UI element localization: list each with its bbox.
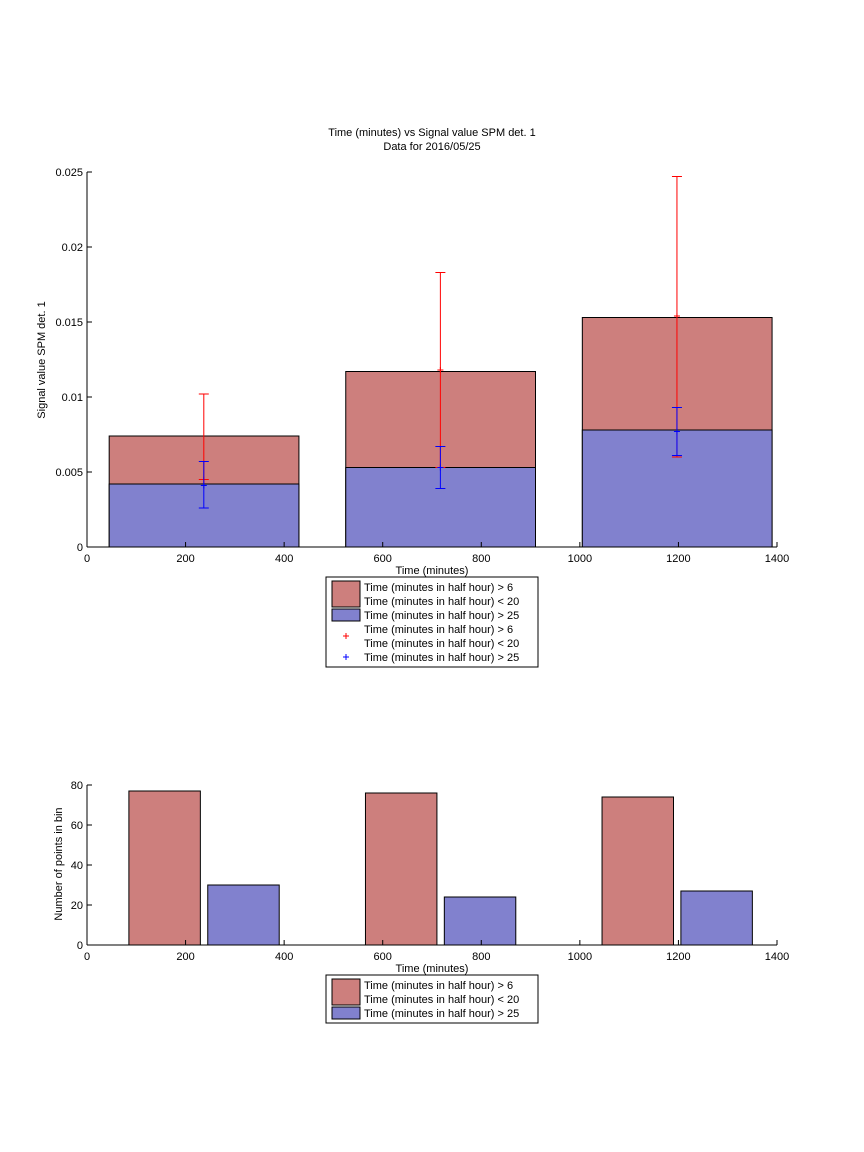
- count-y-tick-label: 20: [71, 900, 83, 912]
- signal-legend: Time (minutes in half hour) > 6 Time (min…: [325, 576, 539, 668]
- count-legend: Time (minutes in half hour) > 6 Time (min…: [325, 974, 539, 1024]
- legend-swatch: [331, 978, 361, 1006]
- count-y-tick-label: 0: [77, 940, 83, 952]
- signal-x-tick-label: 0: [84, 553, 90, 565]
- chart-title: Time (minutes) vs Signal value SPM det. …: [328, 127, 535, 139]
- signal-x-axis-label: Time (minutes): [396, 565, 469, 577]
- signal-x-tick-label: 400: [275, 553, 293, 565]
- chart-subtitle: Data for 2016/05/25: [383, 141, 480, 153]
- signal-y-axis-label: Signal value SPM det. 1: [36, 301, 48, 418]
- legend-swatch: [331, 580, 361, 608]
- count-bar-blue: [680, 890, 753, 946]
- signal-y-tick-label: 0.02: [62, 242, 83, 254]
- count-x-tick-label: 1200: [666, 951, 690, 963]
- signal-x-tick-label: 1200: [666, 553, 690, 565]
- signal-x-tick-label: 800: [472, 553, 490, 565]
- count-bar-blue: [207, 884, 280, 946]
- legend-label: Time (minutes in half hour) > 6: [364, 980, 513, 992]
- signal-errorbars: [198, 176, 682, 509]
- legend-box: [325, 576, 539, 668]
- signal-x-tick-label: 200: [176, 553, 194, 565]
- count-bar-red: [128, 790, 201, 946]
- count-y-tick-label: 60: [71, 820, 83, 832]
- legend-label: Time (minutes in half hour) > 6: [364, 624, 513, 636]
- count-x-tick-label: 0: [84, 951, 90, 963]
- legend-swatch: [331, 608, 361, 622]
- count-x-axis-label: Time (minutes): [396, 963, 469, 975]
- count-x-tick-label: 600: [374, 951, 392, 963]
- legend-label: Time (minutes in half hour) < 20: [364, 638, 519, 650]
- legend-label: Time (minutes in half hour) > 25: [364, 610, 519, 622]
- count-bar-red: [364, 792, 438, 946]
- legend-label: Time (minutes in half hour) < 20: [364, 994, 519, 1006]
- count-x-tick-label: 200: [176, 951, 194, 963]
- legend-swatch: [331, 1006, 361, 1020]
- signal-x-tick-label: 1400: [765, 553, 789, 565]
- legend-label: Time (minutes in half hour) > 25: [364, 1008, 519, 1020]
- signal-y-tick-label: 0.015: [55, 317, 83, 329]
- count-y-axis-label: Number of points in bin: [53, 807, 65, 920]
- count-plot-area: 0 200 400 600 800 1000 1200 1400 0 20 40 60 80: [71, 780, 789, 963]
- count-bars: [128, 790, 753, 946]
- count-chart: 0 200 400 600 800 1000 1200 1400 0 20 40 60 80 Time …: [53, 780, 789, 1024]
- count-bar-blue: [443, 896, 517, 946]
- count-y-tick-label: 80: [71, 780, 83, 792]
- signal-chart: Time (minutes) vs Signal value SPM det. …: [36, 127, 789, 668]
- count-x-tick-label: 1000: [568, 951, 592, 963]
- signal-y-tick-label: 0.01: [62, 392, 83, 404]
- count-bar-red: [601, 796, 674, 946]
- signal-x-tick-label: 1000: [568, 553, 592, 565]
- signal-x-tick-label: 600: [374, 553, 392, 565]
- legend-label: Time (minutes in half hour) > 6: [364, 582, 513, 594]
- legend-box: [325, 974, 539, 1024]
- signal-y-tick-label: 0: [77, 542, 83, 554]
- count-y-tick-label: 40: [71, 860, 83, 872]
- count-x-tick-label: 800: [472, 951, 490, 963]
- legend-label: Time (minutes in half hour) > 25: [364, 652, 519, 664]
- signal-y-tick-label: 0.025: [55, 167, 83, 179]
- signal-y-tick-label: 0.005: [55, 467, 83, 479]
- count-x-tick-label: 400: [275, 951, 293, 963]
- signal-plot-area: 0 200 400 600 800 1000 1200 1400 0 0.005 0.01 0.015…: [55, 167, 789, 565]
- count-x-tick-label: 1400: [765, 951, 789, 963]
- legend-label: Time (minutes in half hour) < 20: [364, 596, 519, 608]
